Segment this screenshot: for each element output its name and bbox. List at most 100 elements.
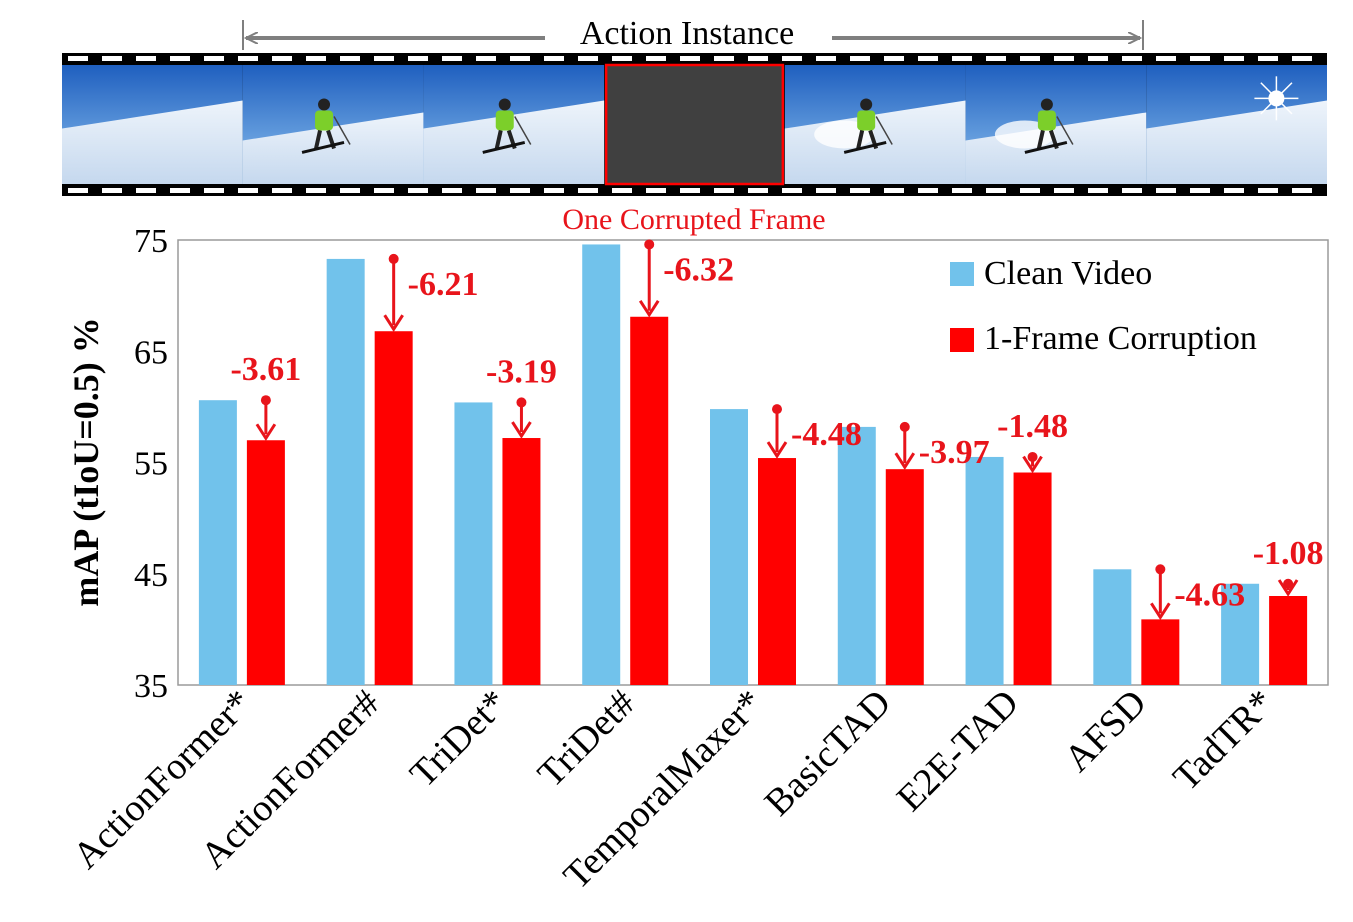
film-perforation [612,188,632,193]
film-perforation [1258,188,1278,193]
film-perforation [272,56,292,61]
film-perforation [1258,56,1278,61]
film-perforation [204,188,224,193]
film-perforation [714,56,734,61]
film-perforation [884,56,904,61]
bar-clean-TriDet* [454,402,493,685]
video-frame [242,65,424,184]
film-perforation [1122,188,1142,193]
film-perforation [510,56,530,61]
film-perforation [816,56,836,61]
corrupted-frame [604,63,785,186]
y-axis-label: mAP (tIoU=0.5) % [66,317,106,606]
film-perforation [782,56,802,61]
plot-frame [177,239,1329,686]
x-axis-tick-labels: ActionFormer*ActionFormer# TriDet* TriDet#… [65,682,1283,898]
film-perforation [306,56,326,61]
film-perforation [714,188,734,193]
drop-annotations: -3.61 -6.21 -3.19 -6.32 -4.48 -3.97-1.48 -4.63… [230,239,1324,621]
bar-corrupt-TriDet# [630,316,669,685]
film-perforation [1190,188,1210,193]
film-perforation [408,188,428,193]
legend-swatch-corrupt [950,328,974,352]
y-tick-label: 65 [134,334,168,371]
legend-swatch-clean [950,262,974,286]
film-perforation [476,188,496,193]
drop-label-E2E-TAD: -1.48 [997,408,1068,445]
video-frame [784,65,966,184]
film-perforation [782,188,802,193]
film-perforation [136,188,156,193]
action-instance-label: Action Instance [580,15,794,52]
film-strip [62,53,1327,196]
action-instance-span: Action Instance [242,15,1144,52]
film-perforation [238,56,258,61]
film-perforation [918,188,938,193]
skier-jacket [315,110,334,131]
bar-corrupt-ActionFormer# [374,331,413,685]
x-tick-label: TriDet* [402,682,516,796]
film-perforation [102,188,122,193]
film-perforation [442,56,462,61]
video-frame [1146,65,1327,184]
film-perforation [476,56,496,61]
film-perforation [544,188,564,193]
film-perforation [850,188,870,193]
film-perforation [102,56,122,61]
film-perforation [748,188,768,193]
bar-corrupt-BasicTAD [885,469,924,685]
y-tick-label: 35 [134,668,168,705]
drop-label-ActionFormer#: -6.21 [408,266,479,303]
film-perforation [918,56,938,61]
bar-corrupt-TriDet* [502,438,541,685]
film-perforation [340,188,360,193]
drop-arrow-TriDet# [638,239,660,318]
bar-clean-TadTR* [1221,583,1260,685]
skier-jacket [495,110,514,131]
film-perforation [1224,188,1244,193]
film-perforation [408,56,428,61]
film-perforation [1292,188,1312,193]
bar-clean-ActionFormer* [198,400,237,685]
x-tick-label: TadTR* [1165,682,1282,799]
legend: Clean Video 1-Frame Corruption [950,255,1257,357]
skier-jacket [857,110,876,131]
film-perforation [442,188,462,193]
drop-arrow-BasicTAD [894,421,916,470]
drop-arrow-AFSD [1150,564,1171,621]
film-perforation [238,188,258,193]
drop-label-ActionFormer*: -3.61 [230,351,301,388]
film-perforation [952,56,972,61]
skier-head [1040,98,1053,111]
film-perforation [374,188,394,193]
film-perforation [578,56,598,61]
drop-arrow-TemporalMaxer* [766,404,788,459]
film-perforation [680,188,700,193]
drop-arrow-TriDet* [511,397,532,439]
film-perforation [68,56,88,61]
drop-label-TemporalMaxer*: -4.48 [791,416,862,453]
corrupted-frame-label: One Corrupted Frame [562,203,825,236]
video-frame [965,65,1147,184]
film-perforation [1156,188,1176,193]
film-perforation [986,56,1006,61]
film-perforation [612,56,632,61]
film-perforation [816,188,836,193]
drop-arrow-ActionFormer* [255,395,277,442]
drop-label-AFSD: -4.63 [1174,576,1245,613]
x-tick-label: AFSD [1056,682,1154,780]
bars [198,244,1308,685]
film-perforation [884,188,904,193]
film-perforation [1054,56,1074,61]
bar-clean-ActionFormer# [326,258,365,685]
bar-clean-TemporalMaxer* [710,409,748,685]
film-perforation [1292,56,1312,61]
film-perforation [680,56,700,61]
film-perforation [1224,56,1244,61]
bar-clean-BasicTAD [837,426,876,685]
bar-corrupt-E2E-TAD [1013,472,1052,685]
film-perforation [986,188,1006,193]
drop-arrow-TadTR* [1277,578,1299,597]
bar-corrupt-ActionFormer* [246,440,285,685]
